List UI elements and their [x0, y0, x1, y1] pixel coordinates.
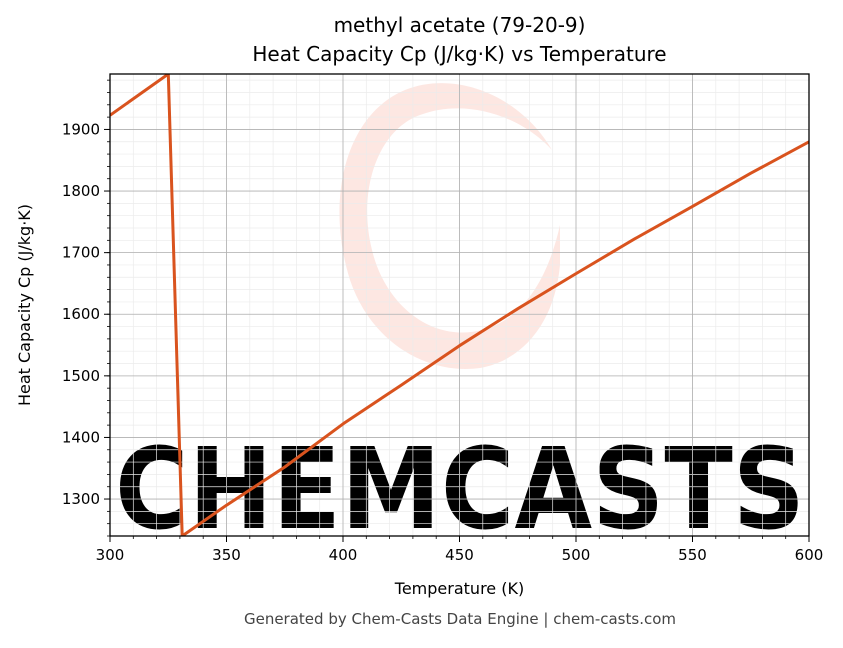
- y-tick-label: 1400: [62, 428, 100, 446]
- x-tick-label: 500: [562, 546, 591, 564]
- chart-title-line2: Heat Capacity Cp (J/kg·K) vs Temperature: [252, 42, 666, 66]
- y-tick-label: 1800: [62, 182, 100, 200]
- y-tick-label: 1500: [62, 367, 100, 385]
- y-tick-label: 1300: [62, 490, 100, 508]
- x-tick-label: 450: [445, 546, 474, 564]
- watermark: CHEMCASTS: [115, 83, 805, 555]
- footer-credit: Generated by Chem-Casts Data Engine | ch…: [244, 610, 676, 628]
- watermark-text: CHEMCASTS: [115, 425, 805, 555]
- x-axis-ticks: 300 350 400 450 500 550 600: [96, 536, 824, 564]
- y-axis-ticks: 1300 1400 1500 1600 1700 1800 1900: [62, 79, 110, 537]
- watermark-c-swirl-logo: [339, 83, 560, 369]
- y-tick-label: 1600: [62, 305, 100, 323]
- y-tick-label: 1700: [62, 244, 100, 262]
- y-axis-label: Heat Capacity Cp (J/kg·K): [15, 204, 34, 406]
- y-tick-label: 1900: [62, 120, 100, 138]
- series-line-cp: [110, 74, 809, 536]
- x-axis-label: Temperature (K): [394, 579, 524, 598]
- x-tick-label: 300: [96, 546, 125, 564]
- x-tick-label: 400: [329, 546, 358, 564]
- chart-title-line1: methyl acetate (79-20-9): [334, 13, 586, 37]
- x-tick-label: 550: [678, 546, 707, 564]
- series-layer: [110, 74, 809, 536]
- x-tick-label: 600: [795, 546, 824, 564]
- x-tick-label: 350: [212, 546, 241, 564]
